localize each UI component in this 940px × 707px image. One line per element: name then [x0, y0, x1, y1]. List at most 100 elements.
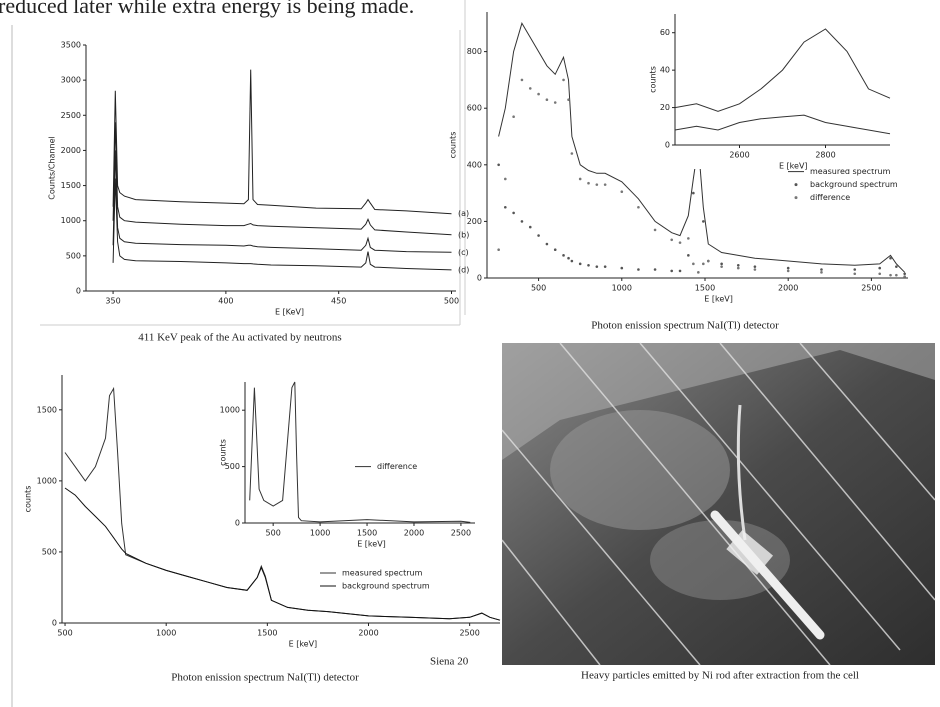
y-tick-label: 20 — [660, 103, 670, 112]
legend-marker — [794, 196, 798, 200]
data-point — [736, 266, 740, 270]
data-point — [903, 275, 906, 278]
data-point — [903, 272, 906, 276]
photo-blob — [550, 410, 730, 530]
data-point — [720, 265, 723, 268]
y-tick-label: 0 — [76, 287, 81, 296]
data-point — [670, 269, 674, 273]
y-tick-label: 1500 — [37, 405, 57, 414]
data-point — [504, 177, 507, 181]
data-point — [520, 220, 524, 223]
inset-background — [217, 378, 479, 547]
data-point — [889, 256, 892, 260]
x-tick-label: 2600 — [729, 151, 749, 160]
y-tick-label: 200 — [467, 217, 482, 226]
series-label: (c) — [458, 248, 469, 257]
data-point — [678, 241, 682, 244]
data-point — [545, 98, 549, 102]
y-tick-label: 0 — [235, 519, 240, 528]
y-tick-label: 500 — [66, 251, 81, 260]
y-tick-label: 0 — [477, 274, 482, 283]
x-tick-label: 1500 — [695, 284, 715, 293]
photo-lines — [501, 342, 936, 666]
data-point — [537, 92, 540, 96]
y-tick-label: 1000 — [220, 406, 240, 415]
data-point — [820, 268, 823, 271]
data-point — [687, 237, 690, 240]
data-point — [670, 238, 674, 242]
x-tick-label: 2000 — [358, 629, 378, 638]
x-tick-label: 2500 — [861, 284, 881, 293]
data-point — [537, 234, 540, 237]
data-point — [567, 256, 570, 260]
photo-spot — [726, 529, 774, 575]
x-tick-label: 400 — [218, 297, 233, 306]
series-line — [64, 487, 501, 621]
x-axis-label: E [keV] — [289, 640, 318, 649]
data-point — [512, 211, 515, 215]
x-tick-label: 450 — [331, 297, 346, 306]
y-tick-label: 800 — [467, 47, 482, 56]
data-point — [753, 265, 757, 268]
data-point — [595, 265, 599, 268]
series-label: (b) — [458, 230, 469, 239]
y-axis-label: counts — [449, 132, 458, 159]
data-point — [736, 263, 740, 267]
y-tick-label: 0 — [52, 619, 57, 628]
series-line — [674, 114, 891, 135]
x-tick-label: 2800 — [815, 151, 835, 160]
series-label: (a) — [458, 209, 469, 218]
data-point — [653, 268, 657, 271]
y-tick-label: 400 — [467, 160, 482, 169]
data-point — [653, 228, 657, 232]
data-point — [497, 248, 500, 252]
data-point — [528, 225, 532, 229]
x-tick-label: 2000 — [778, 284, 798, 293]
photo — [501, 342, 936, 666]
data-point — [553, 248, 557, 252]
series-label: (d) — [458, 265, 469, 274]
x-tick-label: 2500 — [451, 529, 471, 538]
data-point — [578, 262, 582, 266]
series-line — [112, 178, 452, 271]
x-axis-label: E [keV] — [357, 540, 386, 549]
x-tick-label: 1000 — [310, 529, 330, 538]
data-point — [504, 205, 507, 209]
x-axis-label: E [keV] — [779, 162, 808, 171]
y-tick-label: 3000 — [61, 76, 81, 85]
data-point — [786, 269, 790, 273]
data-point — [595, 183, 599, 186]
data-point — [853, 268, 857, 271]
legend-label: measured spectrum — [342, 569, 423, 578]
series-line — [249, 381, 471, 523]
y-tick-label: 0 — [665, 141, 670, 150]
legend-label: measured spectrum — [810, 167, 891, 176]
x-axis-label: E [keV] — [704, 295, 733, 304]
data-point — [562, 78, 565, 82]
data-point — [570, 152, 574, 155]
header-text: reduced later while extra energy is bein… — [0, 0, 414, 18]
chart-caption: 411 KeV peak of the Au activated by neut… — [138, 332, 341, 344]
legend-label: difference — [810, 193, 850, 202]
y-axis-label: counts — [649, 66, 658, 93]
data-point — [620, 190, 624, 193]
data-point — [567, 98, 570, 102]
data-point — [520, 78, 524, 82]
data-point — [620, 266, 624, 270]
x-tick-label: 500 — [266, 529, 281, 538]
data-point — [687, 254, 690, 257]
y-axis-label: Counts/Channel — [48, 136, 57, 199]
y-tick-label: 60 — [660, 28, 670, 37]
data-point — [637, 205, 640, 209]
legend-label: background spectrum — [342, 582, 430, 591]
x-axis-label: E [KeV] — [275, 308, 304, 317]
data-point — [692, 191, 695, 195]
x-tick-label: 500 — [444, 297, 459, 306]
data-point — [545, 242, 549, 246]
inset-background — [647, 10, 894, 169]
data-point — [528, 87, 532, 90]
data-point — [707, 259, 710, 263]
data-point — [889, 273, 892, 277]
